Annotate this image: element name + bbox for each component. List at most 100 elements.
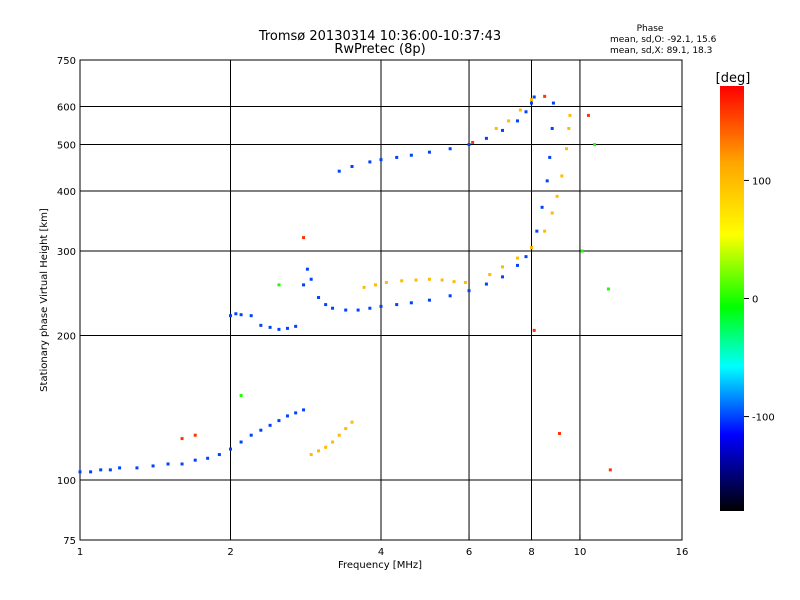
data-point bbox=[324, 445, 328, 449]
data-point bbox=[350, 164, 354, 168]
data-point bbox=[331, 440, 335, 444]
data-point bbox=[277, 327, 281, 331]
data-point bbox=[501, 275, 505, 279]
y-tick-label: 600 bbox=[57, 103, 76, 114]
x-axis-label: Frequency [MHz] bbox=[338, 560, 422, 571]
data-point bbox=[302, 236, 306, 240]
data-point bbox=[239, 440, 243, 444]
x-tick-label: 1 bbox=[77, 547, 83, 558]
data-point bbox=[337, 169, 341, 173]
colorbar-tick-label: -100 bbox=[752, 413, 775, 424]
data-point bbox=[452, 280, 456, 284]
data-point bbox=[302, 408, 306, 412]
data-point bbox=[268, 423, 272, 427]
data-point bbox=[550, 211, 554, 215]
data-point bbox=[259, 323, 263, 327]
data-point bbox=[535, 229, 539, 233]
data-points bbox=[78, 94, 612, 474]
data-point bbox=[532, 95, 536, 99]
data-point bbox=[356, 308, 360, 312]
data-point bbox=[414, 278, 418, 282]
data-point bbox=[565, 147, 569, 151]
data-point bbox=[151, 464, 155, 468]
data-point bbox=[530, 98, 533, 102]
data-point bbox=[507, 119, 511, 123]
data-point bbox=[368, 160, 372, 164]
data-point bbox=[193, 458, 197, 462]
data-point bbox=[259, 428, 263, 432]
data-point bbox=[135, 466, 139, 470]
data-point bbox=[551, 101, 555, 105]
data-point bbox=[305, 267, 309, 271]
x-tick-label: 10 bbox=[574, 547, 587, 558]
data-point bbox=[309, 277, 313, 281]
phase-box-line-x: mean, sd,X: 89.1, 18.3 bbox=[610, 46, 712, 56]
data-point bbox=[362, 285, 366, 289]
x-tick-label: 16 bbox=[676, 547, 689, 558]
data-point bbox=[427, 298, 431, 302]
data-point bbox=[331, 306, 335, 310]
data-point bbox=[484, 136, 488, 140]
chart-title: Tromsø 20130314 10:36:00-10:37:43 bbox=[258, 29, 501, 44]
data-point bbox=[78, 470, 82, 474]
data-point bbox=[543, 229, 547, 233]
data-point bbox=[593, 143, 597, 147]
data-point bbox=[543, 94, 547, 98]
data-point bbox=[374, 283, 378, 287]
data-point bbox=[608, 468, 612, 472]
data-point bbox=[229, 447, 232, 451]
data-point bbox=[317, 449, 321, 453]
y-tick-labels: 75 100 200 300 400 500 600 750 bbox=[57, 56, 76, 547]
data-point bbox=[548, 155, 552, 159]
y-axis-label: Stationary phase Virtual Height [km] bbox=[39, 208, 50, 392]
data-point bbox=[344, 427, 348, 431]
data-point bbox=[568, 113, 572, 117]
chart-subtitle: RwPretec (8p) bbox=[334, 42, 425, 57]
phase-box-line-o: mean, sd,O: -92.1, 15.6 bbox=[610, 35, 717, 45]
data-point bbox=[277, 283, 281, 287]
data-point bbox=[586, 113, 590, 117]
data-point bbox=[277, 419, 281, 423]
data-point bbox=[409, 153, 413, 157]
data-point bbox=[379, 304, 383, 308]
data-point bbox=[427, 277, 431, 281]
phase-box-title: Phase bbox=[637, 24, 664, 34]
y-tick-label: 500 bbox=[57, 141, 76, 152]
data-point bbox=[550, 126, 554, 130]
data-point bbox=[515, 256, 519, 260]
data-point bbox=[545, 179, 549, 183]
y-tick-label: 100 bbox=[57, 476, 76, 487]
data-point bbox=[239, 394, 243, 398]
data-point bbox=[494, 126, 498, 130]
data-point bbox=[448, 147, 452, 151]
data-point bbox=[484, 282, 488, 286]
data-point bbox=[524, 110, 528, 114]
data-point bbox=[567, 126, 571, 130]
data-point bbox=[294, 411, 298, 415]
data-point bbox=[379, 158, 383, 162]
data-point bbox=[180, 462, 184, 466]
data-point bbox=[440, 278, 444, 282]
colorbar-tick-label: 100 bbox=[752, 176, 771, 187]
data-point bbox=[180, 437, 184, 441]
data-point bbox=[400, 279, 404, 283]
y-tick-label: 75 bbox=[63, 536, 76, 547]
data-point bbox=[515, 263, 519, 267]
y-tick-label: 750 bbox=[57, 56, 76, 67]
data-point bbox=[540, 205, 544, 209]
y-tick-label: 200 bbox=[57, 332, 76, 343]
data-point bbox=[89, 470, 93, 474]
data-point bbox=[166, 462, 170, 466]
x-tick-label: 4 bbox=[378, 547, 384, 558]
y-tick-label: 400 bbox=[57, 187, 76, 198]
data-point bbox=[239, 313, 243, 317]
x-tick-label: 6 bbox=[466, 547, 472, 558]
data-point bbox=[518, 108, 522, 112]
x-tick-label: 2 bbox=[227, 547, 233, 558]
data-point bbox=[350, 420, 354, 424]
data-point bbox=[557, 432, 561, 436]
data-point bbox=[524, 255, 528, 259]
x-tick-labels: 1 2 4 6 8 10 16 bbox=[77, 535, 689, 558]
colorbar bbox=[720, 86, 744, 511]
data-point bbox=[337, 433, 341, 437]
